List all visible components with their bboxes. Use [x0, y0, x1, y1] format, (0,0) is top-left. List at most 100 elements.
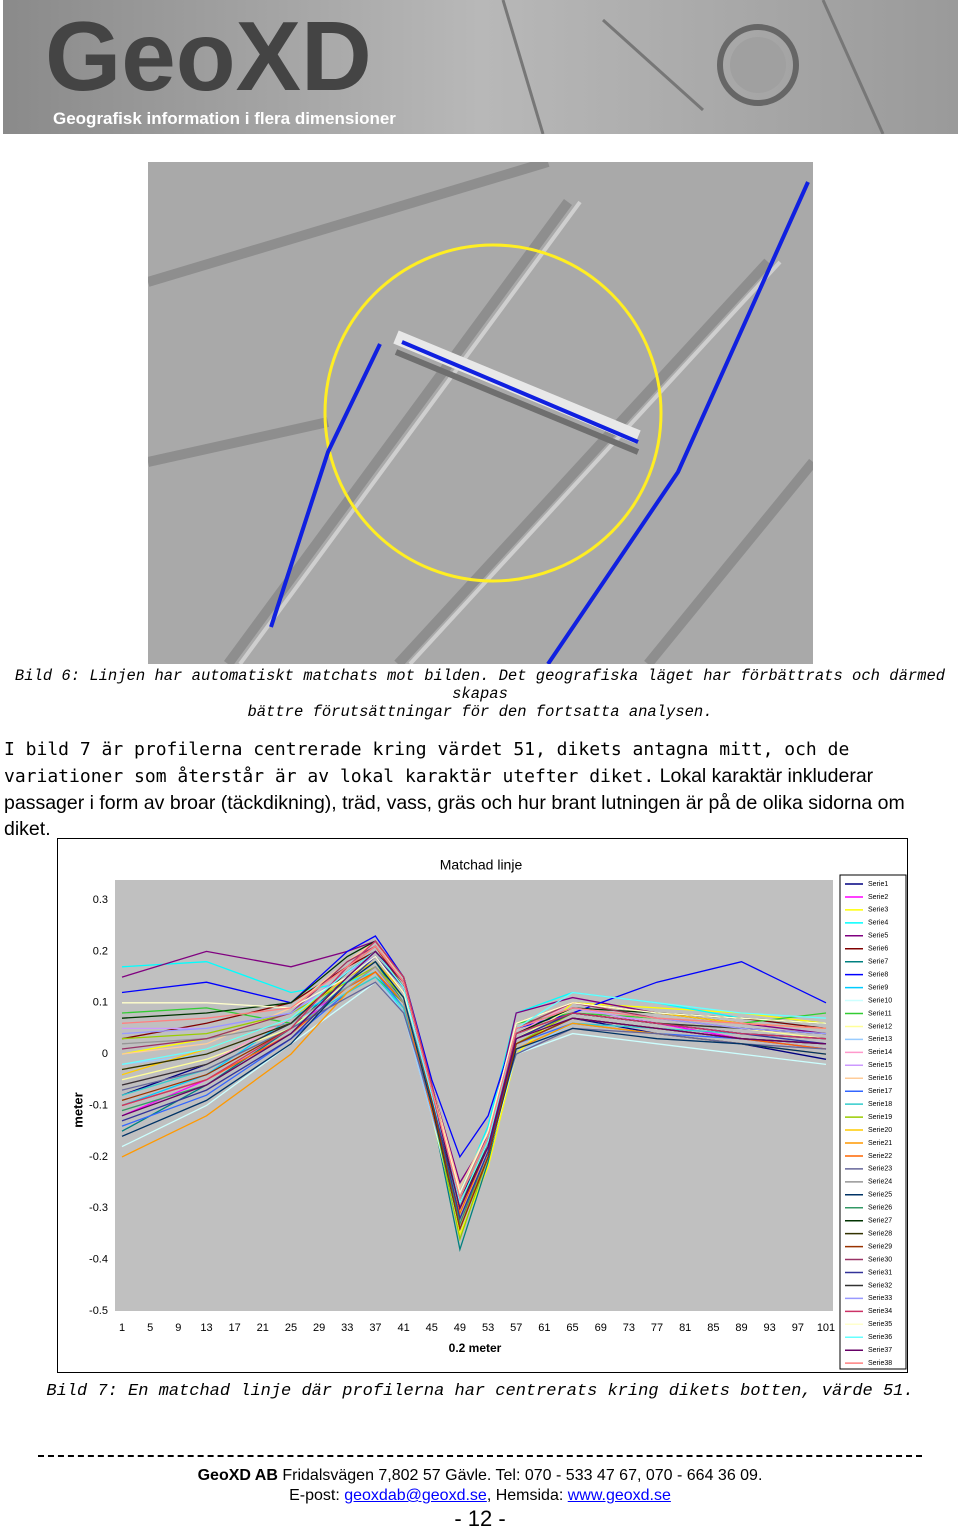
legend-box: [839, 874, 907, 1370]
y-tick-label: -0.1: [89, 1099, 108, 1111]
legend-label: Serie22: [868, 1153, 892, 1160]
x-tick-label: 9: [175, 1322, 181, 1334]
paragraph-text: I bild 7 är profilerna centrerade kring …: [4, 739, 850, 787]
legend-label: Serie32: [868, 1282, 892, 1289]
y-axis-title: meter: [70, 1092, 85, 1127]
caption: Bild 6: Linjen har automatiskt matchats …: [0, 667, 960, 721]
caption: Bild 7: En matchad linje där profilerna …: [46, 1382, 914, 1401]
x-tick-label: 29: [313, 1322, 325, 1334]
legend-label: Serie38: [868, 1360, 892, 1367]
legend-label: Serie30: [868, 1256, 892, 1263]
legend-label: Serie37: [868, 1347, 892, 1354]
legend-label: Serie36: [868, 1334, 892, 1341]
legend-label: Serie15: [868, 1062, 892, 1069]
x-tick-label: 1: [119, 1322, 125, 1334]
legend-label: Serie13: [868, 1036, 892, 1043]
x-tick-label: 13: [200, 1322, 212, 1334]
legend-label: Serie26: [868, 1205, 892, 1212]
legend-label: Serie35: [868, 1321, 892, 1328]
separator: [38, 1455, 922, 1457]
legend-label: Serie25: [868, 1192, 892, 1199]
legend-label: Serie12: [868, 1023, 892, 1030]
legend-label: Serie5: [868, 933, 888, 940]
legend-label: Serie7: [868, 959, 888, 966]
tagline: Geografisk information i flera dimension…: [53, 109, 396, 128]
caption-line: bättre förutsättningar för den fortsatta…: [247, 703, 713, 721]
legend-label: Serie17: [868, 1088, 892, 1095]
legend-label: Serie19: [868, 1114, 892, 1121]
legend-label: Serie11: [868, 1010, 892, 1017]
x-tick-label: 97: [792, 1322, 804, 1334]
legend-label: Serie2: [868, 894, 888, 901]
legend-label: Serie14: [868, 1049, 892, 1056]
x-tick-label: 57: [510, 1322, 522, 1334]
x-tick-label: 37: [369, 1322, 381, 1334]
y-tick-label: 0.1: [93, 997, 108, 1009]
legend-label: Serie18: [868, 1101, 892, 1108]
x-tick-label: 77: [651, 1322, 663, 1334]
y-tick-label: 0: [102, 1048, 108, 1060]
paragraph: I bild 7 är profilerna centrerade kring …: [4, 736, 954, 842]
legend-label: Serie28: [868, 1230, 892, 1237]
x-tick-label: 73: [623, 1322, 635, 1334]
caption-line: Bild 6: Linjen har automatiskt matchats …: [14, 667, 946, 703]
y-tick-label: 0.3: [93, 894, 108, 906]
x-tick-label: 101: [817, 1322, 835, 1334]
y-tick-label: -0.3: [89, 1202, 108, 1214]
x-tick-label: 69: [595, 1322, 607, 1334]
legend-label: Serie3: [868, 907, 888, 914]
legend-label: Serie33: [868, 1295, 892, 1302]
series-line: [122, 955, 827, 1195]
series-line: [121, 945, 827, 1200]
legend-label: Serie6: [868, 946, 888, 953]
legend-label: Serie9: [868, 984, 888, 991]
paragraph-text: Lokal karaktär inkluderar passager i for…: [4, 765, 905, 840]
legend-label: Serie27: [868, 1218, 892, 1225]
footer: GeoXD AB Fridalsvägen 7,802 57 Gävle. Te…: [0, 1466, 960, 1531]
x-tick-label: 81: [679, 1322, 691, 1334]
plot-area: [115, 880, 833, 1311]
x-tick-label: 17: [229, 1322, 241, 1334]
x-tick-label: 41: [397, 1322, 409, 1334]
header-banner: GeoXD Geografisk information i flera dim…: [3, 0, 958, 134]
web-link[interactable]: www.geoxd.se: [567, 1487, 671, 1504]
legend-label: Serie16: [868, 1075, 892, 1082]
x-tick-label: 93: [764, 1322, 776, 1334]
legend-label: Serie23: [868, 1166, 892, 1173]
y-tick-label: -0.2: [89, 1151, 108, 1163]
series-line: [121, 950, 827, 1211]
x-tick-label: 65: [566, 1322, 578, 1334]
legend-label: Serie20: [868, 1127, 892, 1134]
web-label: , Hemsida:: [486, 1487, 564, 1504]
x-tick-label: 45: [426, 1322, 438, 1334]
x-tick-label: 85: [707, 1322, 719, 1334]
chart: Matchad linje meter 0.2 meter 0.3 0.2 0.1 0…: [57, 838, 908, 1373]
legend-label: Serie8: [868, 971, 888, 978]
legend-label: Serie21: [868, 1140, 892, 1147]
x-tick-label: 33: [341, 1322, 353, 1334]
legend-label: Serie34: [868, 1308, 892, 1315]
page-number: - 12 -: [454, 1506, 506, 1531]
company: GeoXD AB: [197, 1467, 278, 1484]
legend-label: Serie24: [868, 1179, 892, 1186]
email-link[interactable]: geoxdab@geoxd.se: [344, 1487, 487, 1504]
series-line: [121, 935, 827, 1159]
x-tick-label: 89: [735, 1322, 747, 1334]
x-tick-label: 61: [538, 1322, 550, 1334]
x-tick-label: 53: [482, 1322, 494, 1334]
chart-title: Matchad linje: [440, 857, 523, 873]
legend-label: Serie29: [868, 1243, 892, 1250]
x-axis-title: 0.2 meter: [449, 1341, 502, 1355]
x-tick-label: 25: [285, 1322, 297, 1334]
y-tick-label: 0.2: [93, 945, 108, 957]
legend-label: Serie1: [868, 881, 888, 888]
x-tick-label: 49: [454, 1322, 466, 1334]
legend-label: Serie31: [868, 1269, 892, 1276]
address: Fridalsvägen 7,802 57 Gävle. Tel: 070 - …: [282, 1467, 763, 1484]
x-tick-label: 21: [257, 1322, 269, 1334]
legend-label: Serie4: [868, 920, 888, 927]
y-tick-label: -0.4: [89, 1254, 108, 1266]
y-tick-label: -0.5: [89, 1305, 108, 1317]
email-label: E-post:: [289, 1487, 340, 1504]
